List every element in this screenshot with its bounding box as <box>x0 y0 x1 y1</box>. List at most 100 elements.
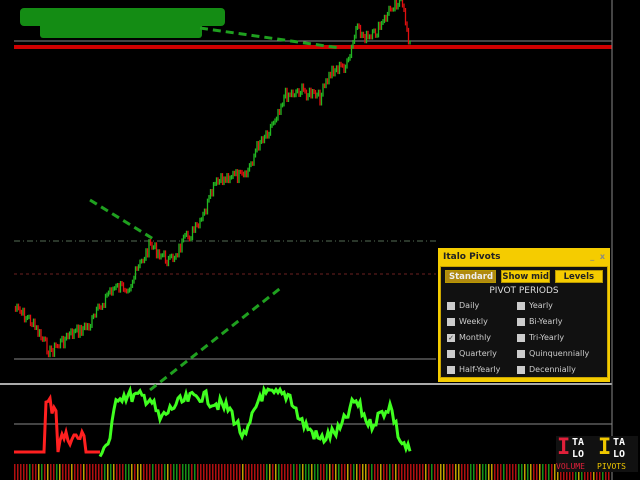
volume-bar <box>179 464 181 480</box>
volume-bar <box>269 464 271 480</box>
volume-bar <box>431 464 433 480</box>
volume-bar <box>62 464 64 480</box>
checkbox-icon[interactable]: ✓ <box>447 333 455 342</box>
volume-bar <box>323 464 325 480</box>
checkbox-icon[interactable] <box>447 365 455 374</box>
volume-bar <box>188 464 190 480</box>
volume-bar <box>80 464 82 480</box>
italo-volume-logo: I TA LO VOLUME <box>556 436 597 472</box>
checkbox-icon[interactable] <box>447 349 455 358</box>
volume-bar <box>116 464 118 480</box>
period-checkbox-monthly[interactable]: ✓ Monthly <box>445 331 513 344</box>
logo-subtitle: VOLUME <box>556 462 585 471</box>
volume-bar <box>14 464 16 480</box>
volume-bar <box>509 464 511 480</box>
checkbox-icon[interactable] <box>517 365 525 374</box>
volume-bar <box>455 464 457 480</box>
close-button[interactable]: x <box>599 252 605 261</box>
logo-letter: I <box>557 435 571 460</box>
volume-bar <box>560 464 562 480</box>
volume-bar <box>332 464 334 480</box>
volume-bar <box>539 464 541 480</box>
volume-bar <box>359 464 361 480</box>
volume-bar <box>143 464 145 480</box>
volume-bar <box>89 464 91 480</box>
volume-bar <box>470 464 472 480</box>
volume-bar <box>287 464 289 480</box>
volume-bar <box>281 464 283 480</box>
volume-bar <box>356 464 358 480</box>
checkbox-icon[interactable] <box>447 317 455 326</box>
trend-dashed-line <box>149 285 283 392</box>
levels-button[interactable]: Levels <box>554 270 603 283</box>
volume-bar <box>131 464 133 480</box>
volume-bar <box>173 464 175 480</box>
period-checkbox-quarterly[interactable]: Quarterly <box>445 347 513 360</box>
volume-bar <box>152 464 154 480</box>
checkbox-icon[interactable] <box>517 333 525 342</box>
volume-bar <box>140 464 142 480</box>
period-checkbox-weekly[interactable]: Weekly <box>445 315 513 328</box>
volume-bar <box>299 464 301 480</box>
volume-bar <box>302 464 304 480</box>
volume-bar <box>344 464 346 480</box>
volume-bar <box>242 464 244 480</box>
volume-bar <box>221 464 223 480</box>
volume-bar <box>107 464 109 480</box>
volume-bar <box>23 464 25 480</box>
period-checkbox-half-yearly[interactable]: Half-Yearly <box>445 363 513 376</box>
checkbox-icon[interactable] <box>517 349 525 358</box>
volume-bar <box>551 464 553 480</box>
panel-titlebar[interactable]: Italo Pivots _ x <box>440 250 608 266</box>
volume-bar <box>392 464 394 480</box>
volume-bar <box>155 464 157 480</box>
checkbox-icon[interactable] <box>517 317 525 326</box>
volume-bar <box>122 464 124 480</box>
volume-bar <box>353 464 355 480</box>
volume-bar <box>494 464 496 480</box>
volume-bar <box>548 464 550 480</box>
period-checkbox-bi-yearly[interactable]: Bi-Yearly <box>515 315 603 328</box>
volume-bar <box>197 464 199 480</box>
volume-bar <box>230 464 232 480</box>
volume-bar <box>83 464 85 480</box>
volume-bar <box>47 464 49 480</box>
volume-bar <box>347 464 349 480</box>
volume-bar <box>284 464 286 480</box>
period-checkbox-daily[interactable]: Daily <box>445 299 513 312</box>
period-checkbox-yearly[interactable]: Yearly <box>515 299 603 312</box>
volume-bar <box>395 464 397 480</box>
volume-bar <box>53 464 55 480</box>
minimize-button[interactable]: _ <box>590 252 595 261</box>
period-checkbox-quinquennially[interactable]: Quinquennially <box>515 347 603 360</box>
volume-bar <box>218 464 220 480</box>
panel-title: Italo Pivots <box>443 252 501 262</box>
volume-bar <box>191 464 193 480</box>
volume-bar <box>569 464 571 480</box>
volume-bar <box>497 464 499 480</box>
period-checkbox-decennially[interactable]: Decennially <box>515 363 603 376</box>
oscillator-green-line <box>98 384 412 458</box>
checkbox-icon[interactable] <box>517 301 525 310</box>
pivot-periods-heading: PIVOT PERIODS <box>489 286 559 296</box>
volume-bar <box>398 464 400 480</box>
mode-select[interactable]: Standard ▼ <box>445 270 497 283</box>
volume-bar <box>350 464 352 480</box>
volume-bar <box>608 464 610 480</box>
mode-select-value: Standard <box>449 272 494 282</box>
volume-bar <box>236 464 238 480</box>
pivot-red-line <box>14 45 612 49</box>
volume-bar <box>167 464 169 480</box>
volume-bar <box>461 464 463 480</box>
volume-bar <box>488 464 490 480</box>
volume-bar <box>98 464 100 480</box>
checkbox-icon[interactable] <box>447 301 455 310</box>
volume-bar <box>596 464 598 480</box>
volume-bar <box>158 464 160 480</box>
volume-bar <box>125 464 127 480</box>
volume-bar <box>479 464 481 480</box>
show-mid-button[interactable]: Show mid <box>501 270 550 283</box>
volume-bar <box>476 464 478 480</box>
period-checkbox-tri-yearly[interactable]: Tri-Yearly <box>515 331 603 344</box>
